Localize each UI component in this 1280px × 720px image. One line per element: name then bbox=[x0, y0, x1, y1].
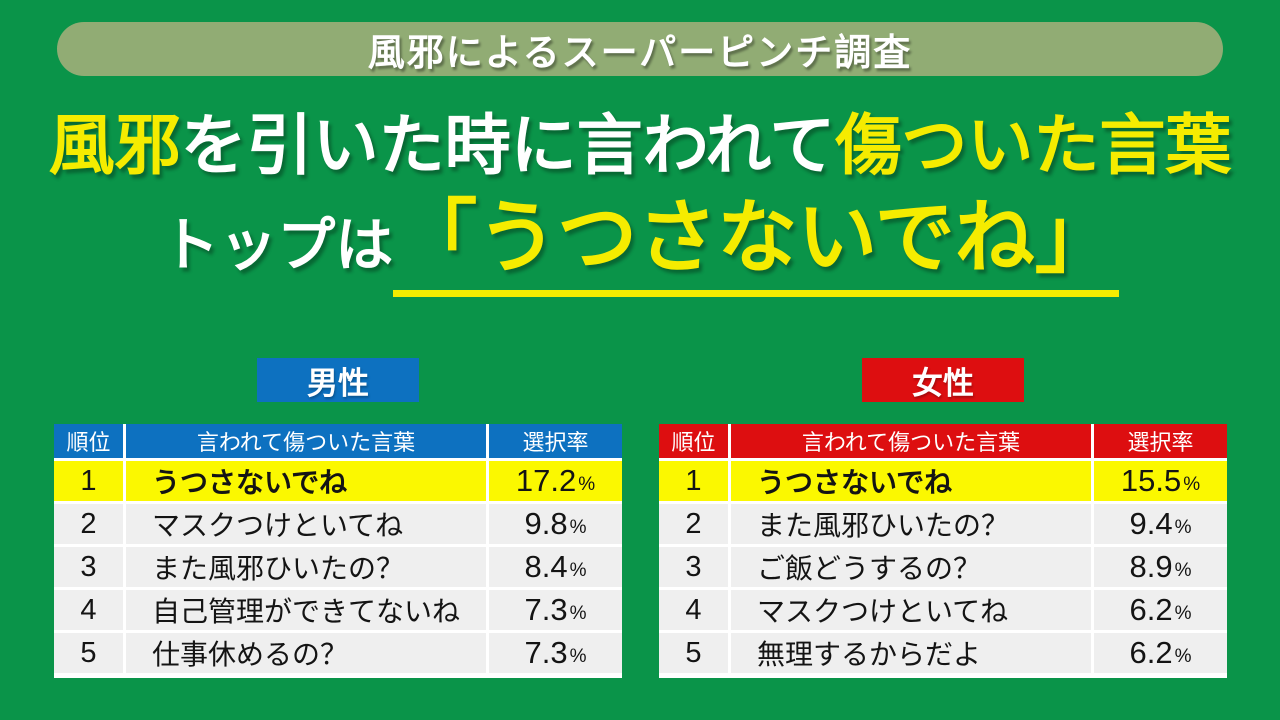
percent-sign: % bbox=[569, 603, 587, 624]
male-row2-rank: 2 bbox=[54, 504, 123, 544]
female-row5-rate-value: 6.2 bbox=[1129, 635, 1173, 670]
female-row1-phrase: うつさないでね bbox=[731, 461, 1091, 501]
male-row5-rank: 5 bbox=[54, 633, 123, 673]
female-row2-rate: 9.4% bbox=[1094, 504, 1227, 544]
female-row4-phrase: マスクつけといてね bbox=[731, 590, 1091, 630]
female-row1-rate: 15.5% bbox=[1094, 461, 1227, 501]
male-header-phrase: 言われて傷ついた言葉 bbox=[126, 424, 486, 458]
male-ranking-table: 順位 言われて傷ついた言葉 選択率 1 うつさないでね 17.2% 2 マスクつ… bbox=[54, 424, 622, 678]
female-row4-rank: 4 bbox=[659, 590, 728, 630]
female-header-phrase: 言われて傷ついた言葉 bbox=[731, 424, 1091, 458]
male-row3-rank: 3 bbox=[54, 547, 123, 587]
male-row4-rank: 4 bbox=[54, 590, 123, 630]
female-row4-rate-value: 6.2 bbox=[1129, 592, 1173, 627]
percent-sign: % bbox=[1174, 517, 1192, 538]
male-row4-phrase: 自己管理ができてないね bbox=[126, 590, 486, 630]
female-row1-rank: 1 bbox=[659, 461, 728, 501]
female-header-rate: 選択率 bbox=[1094, 424, 1227, 458]
male-row1-rate-value: 17.2 bbox=[515, 463, 577, 498]
male-row5-rate: 7.3% bbox=[489, 633, 622, 673]
male-badge: 男性 bbox=[257, 358, 419, 402]
female-row3-rank: 3 bbox=[659, 547, 728, 587]
female-row4-rate: 6.2% bbox=[1094, 590, 1227, 630]
male-row1-rate: 17.2% bbox=[489, 461, 622, 501]
percent-sign: % bbox=[578, 474, 596, 495]
male-row3-rate-value: 8.4 bbox=[524, 549, 568, 584]
percent-sign: % bbox=[1183, 474, 1201, 495]
female-row2-rank: 2 bbox=[659, 504, 728, 544]
male-row1-phrase: うつさないでね bbox=[126, 461, 486, 501]
female-row2-phrase: また風邪ひいたの？ bbox=[731, 504, 1091, 544]
headline-top-prefix: トップは bbox=[161, 213, 394, 278]
male-header-rank: 順位 bbox=[54, 424, 123, 458]
survey-banner: 風邪によるスーパーピンチ調査 bbox=[57, 22, 1223, 76]
male-ranking-panel: 男性 順位 言われて傷ついた言葉 選択率 1 うつさないでね 17.2% 2 マ… bbox=[54, 358, 622, 678]
headline-keyword-cold: 風邪 bbox=[48, 108, 181, 182]
male-row4-rate: 7.3% bbox=[489, 590, 622, 630]
percent-sign: % bbox=[569, 517, 587, 538]
female-ranking-table: 順位 言われて傷ついた言葉 選択率 1 うつさないでね 15.5% 2 また風邪… bbox=[659, 424, 1227, 678]
female-ranking-panel: 女性 順位 言われて傷ついた言葉 選択率 1 うつさないでね 15.5% 2 ま… bbox=[659, 358, 1227, 678]
male-row4-rate-value: 7.3 bbox=[524, 592, 568, 627]
female-row1-rate-value: 15.5 bbox=[1120, 463, 1182, 498]
headline-line2: トップは「うつさないでね」 bbox=[0, 188, 1280, 308]
female-row3-rate: 8.9% bbox=[1094, 547, 1227, 587]
male-row2-rate-value: 9.8 bbox=[524, 506, 568, 541]
male-row3-phrase: また風邪ひいたの？ bbox=[126, 547, 486, 587]
male-header-rate: 選択率 bbox=[489, 424, 622, 458]
female-row5-rate: 6.2% bbox=[1094, 633, 1227, 673]
female-row2-rate-value: 9.4 bbox=[1129, 506, 1173, 541]
female-header-rank: 順位 bbox=[659, 424, 728, 458]
percent-sign: % bbox=[1174, 603, 1192, 624]
female-row3-phrase: ご飯どうするの？ bbox=[731, 547, 1091, 587]
percent-sign: % bbox=[569, 560, 587, 581]
survey-banner-label: 風邪によるスーパーピンチ調査 bbox=[367, 32, 913, 73]
female-row5-phrase: 無理するからだよ bbox=[731, 633, 1091, 673]
percent-sign: % bbox=[1174, 646, 1192, 667]
male-row1-rank: 1 bbox=[54, 461, 123, 501]
headline-top-answer-quote: 「うつさないでね」 bbox=[393, 188, 1119, 297]
male-row5-rate-value: 7.3 bbox=[524, 635, 568, 670]
female-row3-rate-value: 8.9 bbox=[1129, 549, 1173, 584]
male-row3-rate: 8.4% bbox=[489, 547, 622, 587]
male-row2-rate: 9.8% bbox=[489, 504, 622, 544]
percent-sign: % bbox=[569, 646, 587, 667]
male-row5-phrase: 仕事休めるの？ bbox=[126, 633, 486, 673]
male-row2-phrase: マスクつけといてね bbox=[126, 504, 486, 544]
female-row5-rank: 5 bbox=[659, 633, 728, 673]
headline-line1: 風邪を引いた時に言われて傷ついた言葉 bbox=[0, 98, 1280, 192]
headline-keyword-hurtful-words: 傷ついた言葉 bbox=[835, 108, 1232, 182]
female-badge: 女性 bbox=[862, 358, 1024, 402]
headline-middle-text: を引いた時に言われて bbox=[180, 108, 836, 182]
percent-sign: % bbox=[1174, 560, 1192, 581]
